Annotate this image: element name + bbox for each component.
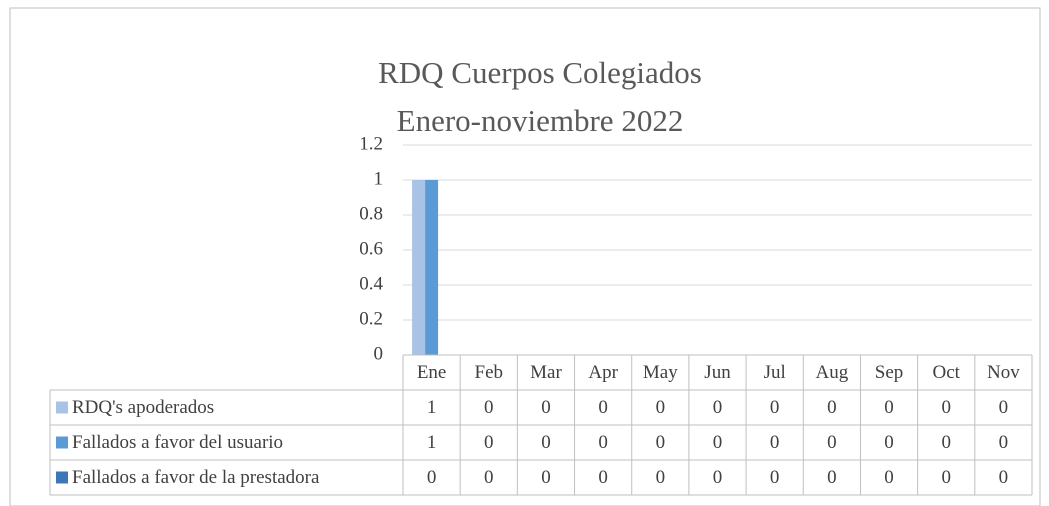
- table-value: 0: [770, 432, 780, 453]
- table-value: 0: [713, 432, 723, 453]
- table-value: 0: [999, 432, 1009, 453]
- table-value: 0: [713, 467, 723, 488]
- table-value: 0: [713, 397, 723, 418]
- y-tick-label: 0: [374, 343, 384, 364]
- table-value: 0: [827, 467, 837, 488]
- legend-key: [56, 471, 68, 484]
- x-tick-label: Jul: [764, 362, 786, 383]
- bar: [412, 180, 426, 355]
- y-tick-label: 0.4: [359, 273, 383, 294]
- table-value: 0: [884, 467, 894, 488]
- x-tick-label: Feb: [475, 362, 504, 383]
- x-tick-label: Nov: [987, 362, 1020, 383]
- table-value: 0: [598, 432, 608, 453]
- table-value: 0: [656, 467, 666, 488]
- y-tick-label: 0.6: [359, 238, 383, 259]
- legend-key: [56, 436, 68, 449]
- legend-label: Fallados a favor del usuario: [72, 432, 283, 453]
- table-value: 0: [941, 467, 951, 488]
- chart-frame: [9, 7, 1041, 506]
- x-tick-label: Apr: [588, 362, 618, 383]
- table-value: 0: [541, 467, 551, 488]
- x-tick-label: Jun: [704, 362, 731, 383]
- x-tick-label: Ene: [417, 362, 447, 383]
- table-value: 0: [941, 432, 951, 453]
- x-tick-label: Sep: [875, 362, 904, 383]
- x-tick-label: Oct: [933, 362, 961, 383]
- table-value: 0: [827, 397, 837, 418]
- table-value: 0: [770, 397, 780, 418]
- chart-subtitle: Enero-noviembre 2022: [397, 103, 684, 138]
- legend-label: RDQ's apoderados: [72, 397, 214, 418]
- chart-title: RDQ Cuerpos Colegiados: [378, 55, 702, 90]
- table-value: 0: [484, 397, 494, 418]
- table-value: 0: [484, 467, 494, 488]
- table-value: 0: [541, 397, 551, 418]
- table-value: 0: [770, 467, 780, 488]
- table-value: 1: [427, 432, 437, 453]
- table-value: 1: [427, 397, 437, 418]
- table-value: 0: [598, 467, 608, 488]
- legend-label: Fallados a favor de la prestadora: [72, 467, 320, 488]
- y-tick-label: 0.8: [359, 203, 383, 224]
- table-value: 0: [999, 397, 1009, 418]
- x-tick-label: May: [643, 362, 678, 383]
- table-value: 0: [656, 432, 666, 453]
- y-tick-label: 1.2: [359, 133, 383, 154]
- table-value: 0: [427, 467, 437, 488]
- table-value: 0: [884, 432, 894, 453]
- table-value: 0: [541, 432, 551, 453]
- table-value: 0: [598, 397, 608, 418]
- y-tick-label: 1: [374, 168, 384, 189]
- table-value: 0: [884, 397, 894, 418]
- table-value: 0: [999, 467, 1009, 488]
- x-tick-label: Aug: [815, 362, 848, 383]
- y-tick-label: 0.2: [359, 308, 383, 329]
- legend-key: [56, 401, 68, 414]
- table-value: 0: [484, 432, 494, 453]
- bar: [425, 180, 439, 355]
- x-tick-label: Mar: [530, 362, 562, 383]
- table-value: 0: [656, 397, 666, 418]
- table-value: 0: [827, 432, 837, 453]
- table-value: 0: [941, 397, 951, 418]
